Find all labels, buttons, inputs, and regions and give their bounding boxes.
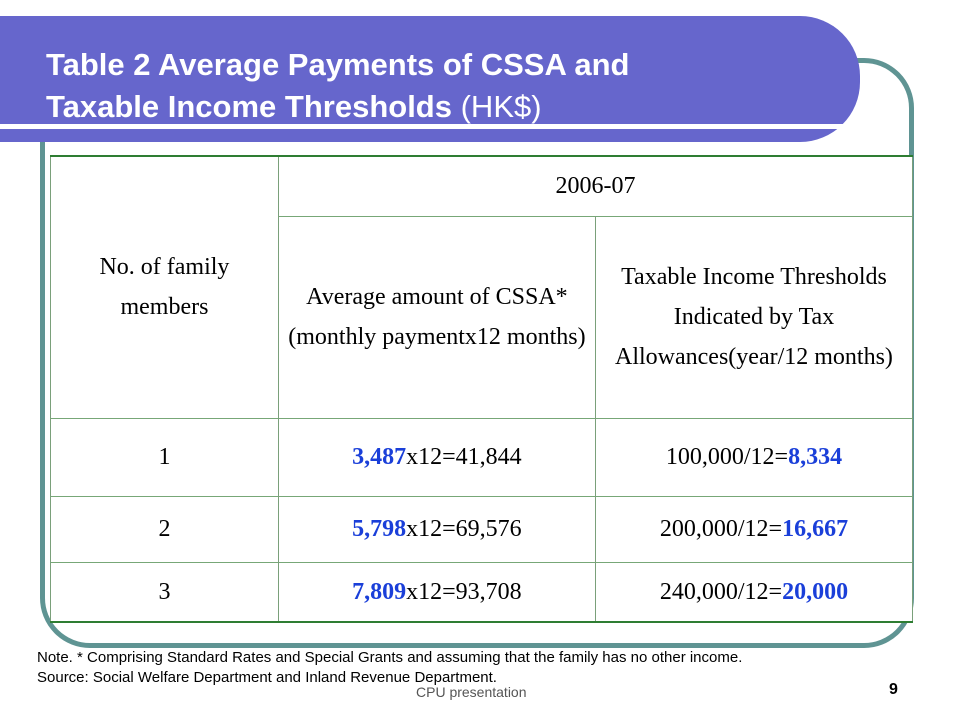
header-tax-threshold: Taxable Income Thresholds Indicated by T… xyxy=(594,215,914,418)
table-row: 3 7,809x12=93,708 240,000/12=20,000 xyxy=(50,561,914,622)
cssa-annual: x12=93,708 xyxy=(406,578,522,605)
title-unit: (HK$) xyxy=(460,89,542,124)
footnote: Note. * Comprising Standard Rates and Sp… xyxy=(37,648,742,688)
cssa-table: No. of family members 2006-07 Average am… xyxy=(50,155,914,623)
title-line-1: Table 2 Average Payments of CSSA and xyxy=(46,47,630,82)
table-row: 2 5,798x12=69,576 200,000/12=16,667 xyxy=(50,495,914,562)
cssa-monthly: 7,809 xyxy=(352,578,407,605)
tax-annual: 100,000/12= xyxy=(665,444,789,470)
footer-presentation-name: CPU presentation xyxy=(416,684,527,700)
cell-tax: 100,000/12=8,334 xyxy=(594,417,914,496)
tax-monthly: 8,334 xyxy=(788,444,843,470)
page-number: 9 xyxy=(889,681,898,698)
tax-annual: 200,000/12= xyxy=(659,516,783,542)
title-underline xyxy=(0,124,848,129)
cell-members: 3 xyxy=(50,561,279,622)
cell-tax: 200,000/12=16,667 xyxy=(594,495,914,562)
title-banner xyxy=(0,16,860,142)
cell-cssa: 5,798x12=69,576 xyxy=(277,495,596,562)
cssa-annual: x12=69,576 xyxy=(406,516,522,542)
header-year: 2006-07 xyxy=(277,155,914,216)
cell-cssa: 3,487x12=41,844 xyxy=(277,417,596,496)
tax-annual: 240,000/12= xyxy=(659,578,783,605)
cell-members: 1 xyxy=(50,417,279,496)
footnote-note: Note. * Comprising Standard Rates and Sp… xyxy=(37,649,743,666)
slide-title: Table 2 Average Payments of CSSA and Tax… xyxy=(46,44,846,128)
title-line-2: Taxable Income Thresholds (HK$) xyxy=(46,86,846,128)
header-family-members: No. of family members xyxy=(50,155,279,418)
header-cssa: Average amount of CSSA* (monthly payment… xyxy=(277,215,596,418)
cell-tax: 240,000/12=20,000 xyxy=(594,561,914,622)
footnote-source: Source: Social Welfare Department and In… xyxy=(37,669,497,686)
cell-cssa: 7,809x12=93,708 xyxy=(277,561,596,622)
cssa-annual: x12=41,844 xyxy=(406,444,522,470)
cssa-monthly: 5,798 xyxy=(352,516,407,542)
cell-members: 2 xyxy=(50,495,279,562)
cssa-monthly: 3,487 xyxy=(352,444,407,470)
table-row: 1 3,487x12=41,844 100,000/12=8,334 xyxy=(50,417,914,496)
tax-monthly: 20,000 xyxy=(782,578,849,605)
tax-monthly: 16,667 xyxy=(782,516,849,542)
title-line-2-text: Taxable Income Thresholds xyxy=(46,89,452,124)
